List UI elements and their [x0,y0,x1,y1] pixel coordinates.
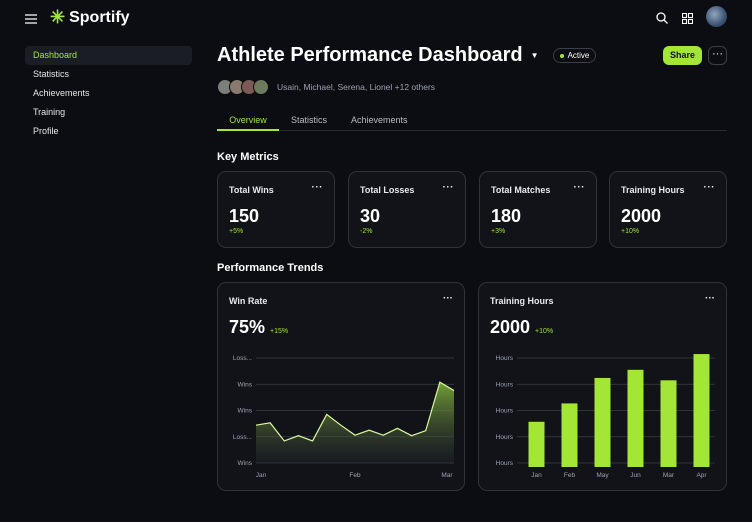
bar [627,369,644,467]
status-badge: Active [552,48,597,63]
chart-title: Win Rate [229,296,268,306]
metric-value: 30 [360,206,381,226]
collaborators-text: Usain, Michael, Serena, Lionel +12 other… [277,82,436,92]
chart-value: 2000 +10% [490,317,553,338]
sidebar-item-statistics[interactable]: Statistics [33,69,70,79]
y-tick-label: Wins [238,408,253,415]
more-icon[interactable]: ··· [443,293,453,304]
metric-label: Training Hours [621,185,685,195]
bar [594,377,611,467]
user-avatar[interactable] [706,6,727,27]
tab-achievements[interactable]: Achievements [351,115,408,125]
y-tick-label: Loss... [233,434,252,441]
metric-change: +5% [229,228,244,235]
x-tick-label: Apr [696,472,707,479]
bar [528,421,545,467]
tab-bar: Overview Statistics Achievements [217,111,727,131]
more-icon[interactable]: ··· [703,182,715,193]
logo[interactable]: ✳ Sportify [50,7,130,27]
y-tick-label: Hours [496,408,514,415]
sidebar-item-profile[interactable]: Profile [33,126,59,136]
metric-card-total-matches: Total Matches ··· 180 +3% [479,171,597,248]
x-tick-label: May [596,472,609,479]
x-tick-label: Jan [531,472,542,479]
tab-statistics[interactable]: Statistics [291,115,328,125]
win-rate-chart: Wins Loss... Wins Wins Loss... Jan Feb Mar [233,355,455,479]
chart-value-text: 2000 [490,317,531,337]
area-fill [256,382,454,463]
performance-trends-heading: Performance Trends [217,262,324,274]
metric-label: Total Wins [229,185,274,195]
status-dot-icon [559,53,564,58]
sidebar-item-dashboard[interactable]: Dashboard [25,46,192,65]
training-hours-chart-card: Training Hours ··· 2000 +10% Hours Hours Hou… [478,282,727,491]
metric-card-total-wins: Total Wins ··· 150 +5% [217,171,335,248]
x-tick-label: Feb [349,472,361,479]
y-tick-label: Hours [496,355,514,362]
metric-card-training-hours: Training Hours ··· 2000 +10% [609,171,727,248]
collaborators[interactable]: Usain, Michael, Serena, Lionel +12 other… [217,79,435,95]
more-icon[interactable]: ··· [705,293,715,304]
win-rate-chart-card: Win Rate ··· 75% +15% Wins Loss... Wins Wins L… [217,282,465,491]
more-icon[interactable]: ··· [311,182,323,193]
chart-value: 75% +15% [229,317,288,338]
metric-change: +10% [621,228,640,235]
y-tick-label: Wins [238,460,253,467]
top-bar: ✳ Sportify [0,0,752,35]
more-options-button[interactable]: ··· [708,46,727,65]
tab-overview[interactable]: Overview [217,111,279,131]
bar [693,354,710,467]
metric-card-total-losses: Total Losses ··· 30 -2% [348,171,466,248]
key-metrics-heading: Key Metrics [217,151,279,163]
sidebar: Dashboard Statistics Achievements Traini… [25,46,192,141]
metric-change: +3% [491,228,506,235]
y-tick-label: Hours [496,434,514,441]
y-tick-label: Loss... [233,355,252,362]
logo-star-icon: ✳ [50,7,66,27]
y-tick-label: Wins [238,381,253,388]
metric-label: Total Losses [360,185,415,195]
share-button[interactable]: Share [663,46,702,65]
x-tick-label: Jan [256,472,267,479]
chart-change: +15% [270,328,289,335]
metric-label: Total Matches [491,185,551,195]
bar [561,403,578,467]
x-tick-label: Mar [441,472,453,479]
x-tick-label: Feb [564,472,576,479]
more-icon[interactable]: ··· [442,182,454,193]
sidebar-item-training[interactable]: Training [33,107,66,117]
search-icon[interactable] [656,11,668,29]
avatar [253,79,269,95]
more-icon[interactable]: ··· [573,182,585,193]
menu-icon[interactable] [25,11,37,29]
y-tick-label: Hours [496,381,514,388]
x-tick-label: Mar [663,472,675,479]
chart-title: Training Hours [490,296,554,306]
chart-value-text: 75% [229,317,266,337]
metric-value: 150 [229,206,260,226]
page-title-row: Athlete Performance Dashboard ▼ Active [217,44,597,67]
metric-value: 2000 [621,206,662,226]
training-hours-chart: Hours Hours Hours Hours Hours Jan Feb May Jun Mar… [496,354,715,479]
apps-grid-icon[interactable] [681,11,694,29]
x-tick-label: Jun [630,472,641,479]
bar [660,380,677,467]
sidebar-item-achievements[interactable]: Achievements [33,88,90,98]
metric-change: -2% [360,228,373,235]
y-tick-label: Hours [496,460,514,467]
title-dropdown-icon[interactable]: ▼ [530,51,539,60]
metric-value: 180 [491,206,522,226]
chart-change: +10% [535,328,554,335]
page-title: Athlete Performance Dashboard [217,44,523,66]
